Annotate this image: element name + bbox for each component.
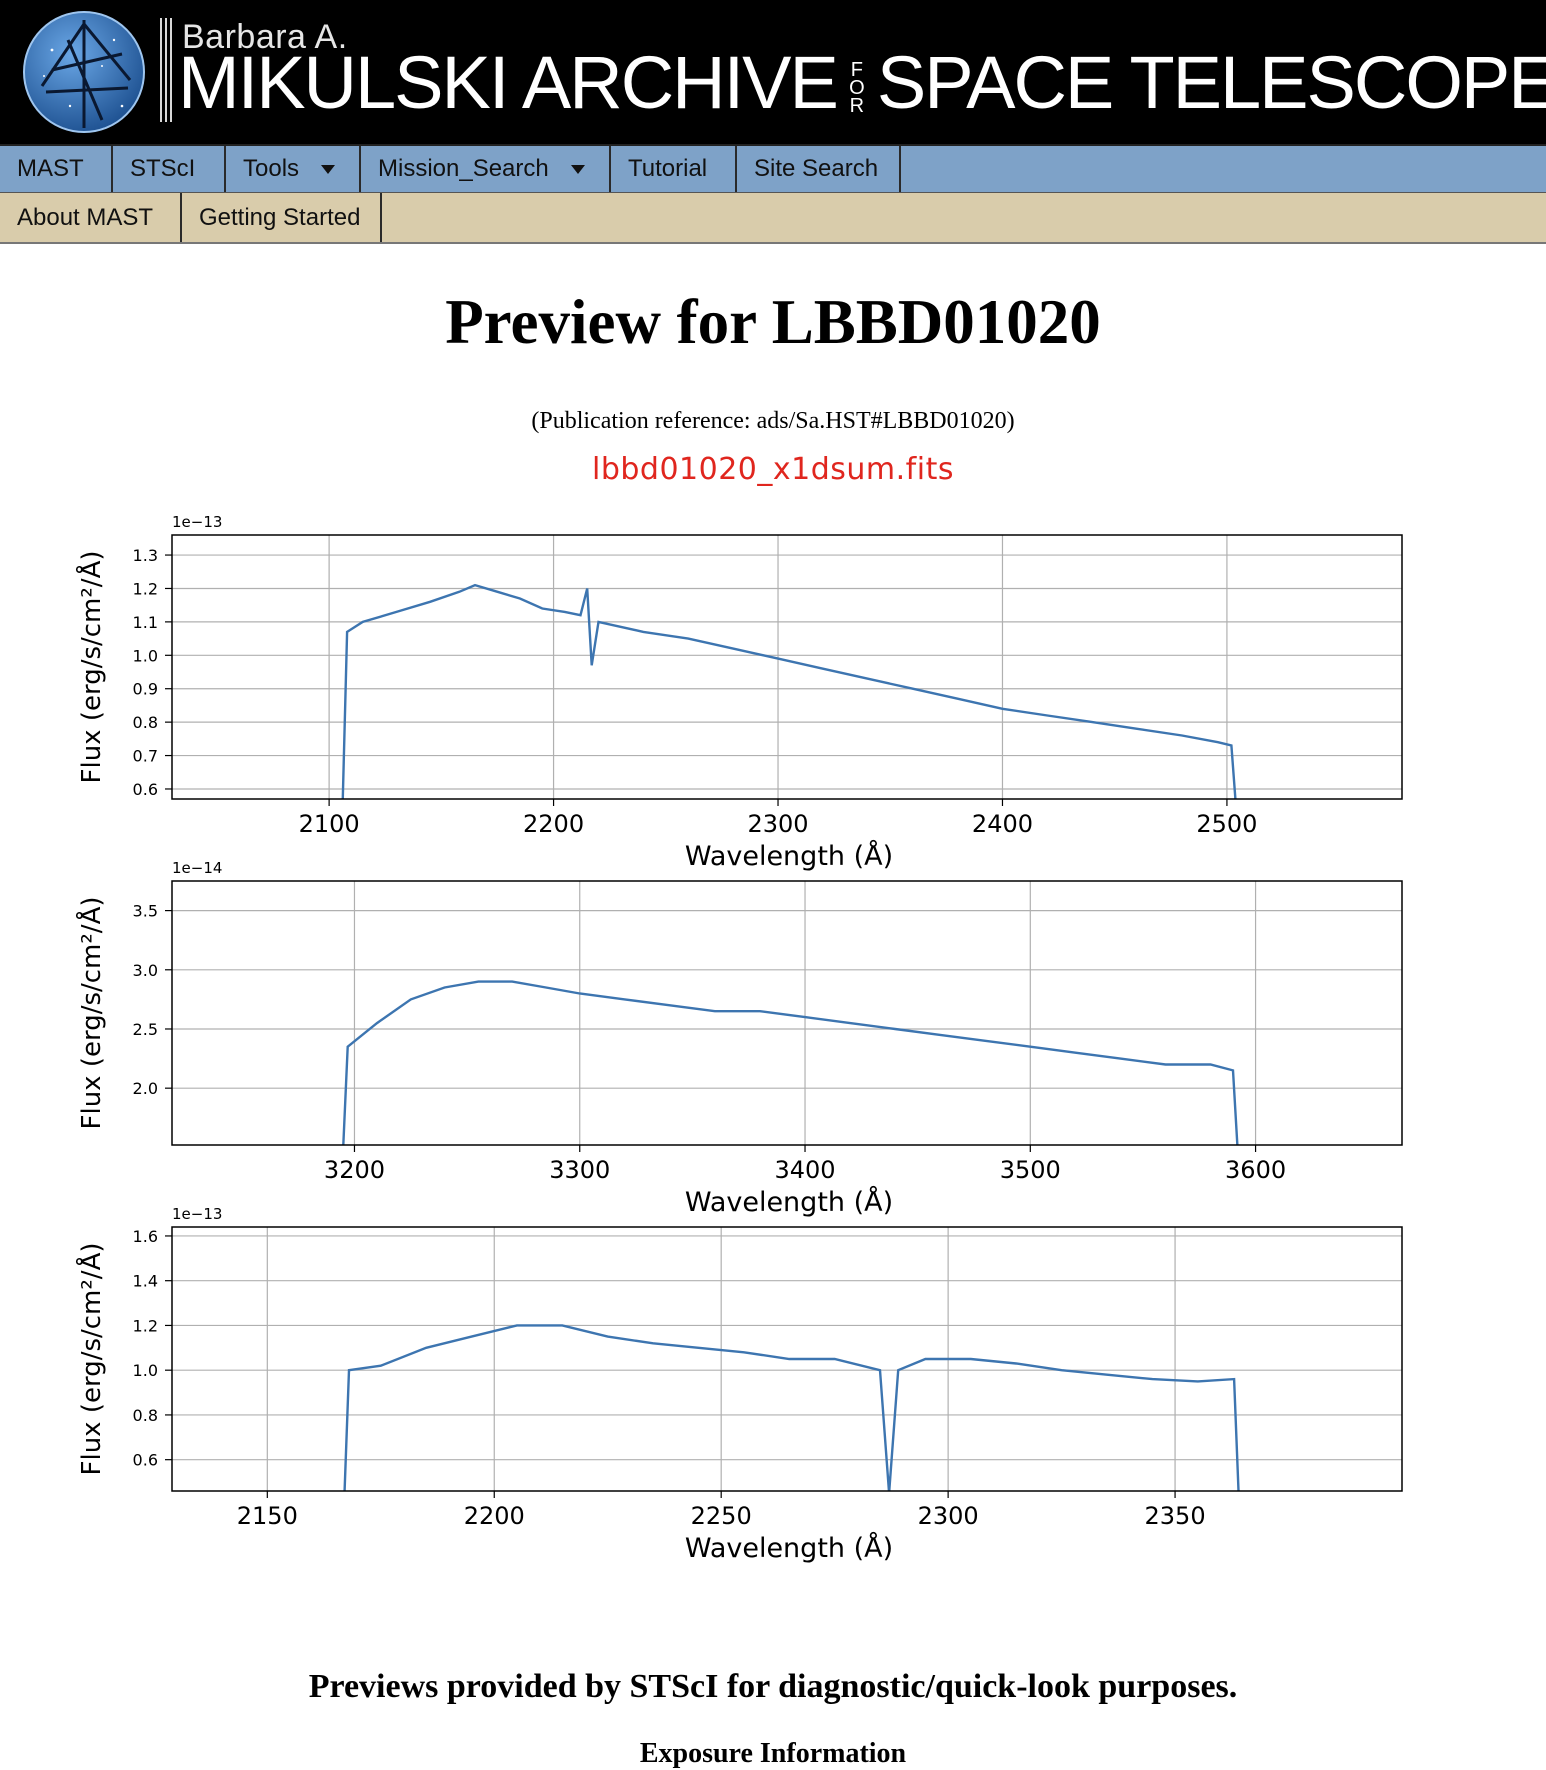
nav-getting-started-label: Getting Started	[199, 203, 361, 231]
x-tick-label: 2150	[237, 1502, 298, 1530]
x-tick-label: 2200	[464, 1502, 525, 1530]
mast-logo-icon[interactable]	[22, 10, 146, 134]
y-axis-label: Flux (erg/s/cm²/Å)	[75, 551, 107, 784]
y-tick-label: 1.0	[133, 1361, 158, 1380]
x-tick-label: 2500	[1196, 810, 1257, 838]
y-tick-label: 2.0	[133, 1079, 158, 1098]
y-tick-label: 1.2	[133, 579, 158, 598]
spectrum-chart-2: 3200 3300 3400 3500 3600 2.0 2.5 3.0 3.5 1e−14 Wav…	[75, 859, 1403, 1218]
nav-site-search[interactable]: Site Search	[737, 146, 901, 192]
exposure-information-heading: Exposure Information	[639, 1738, 907, 1769]
plot-frame	[171, 880, 1403, 1146]
nav-stsci-label: STScI	[130, 155, 196, 182]
x-axis-label: Wavelength (Å)	[685, 1532, 893, 1564]
y-tick-label: 1.2	[133, 1316, 158, 1335]
y-scale-label: 1e−13	[172, 513, 222, 531]
nav-mast[interactable]: MAST	[0, 146, 113, 192]
y-tick-label: 3.0	[133, 961, 158, 980]
y-tick-label: 1.0	[133, 646, 158, 665]
chevron-down-icon	[570, 164, 585, 174]
nav-about-mast-label: About MAST	[17, 203, 154, 231]
y-tick-label: 0.9	[133, 680, 158, 699]
spectrum-chart-3: 2150 2200 2250 2300 2350 0.6 0.8 1.0 1.2 1.4 1.6 1e…	[75, 1205, 1403, 1564]
y-tick-label: 0.8	[133, 713, 158, 732]
preview-filename: lbbd01020_x1dsum.fits	[592, 452, 954, 487]
nav-stsci[interactable]: STScI	[113, 146, 226, 192]
spectrum-line	[341, 583, 1237, 799]
banner-divider	[160, 18, 174, 122]
y-tick-label: 0.8	[133, 1406, 158, 1425]
x-tick-label: 2200	[523, 810, 584, 838]
primary-nav: MAST STScI Tools Mission_Search Tutorial…	[0, 146, 1546, 193]
x-tick-label: 2350	[1145, 1502, 1206, 1530]
x-tick-label: 2300	[918, 1502, 979, 1530]
site-banner: Barbara A. MIKULSKI ARCHIVE FOR SPACE TELE…	[0, 0, 1546, 146]
nav-tutorial[interactable]: Tutorial	[611, 146, 737, 192]
y-tick-label: 0.7	[133, 747, 158, 766]
x-tick-label: 3500	[1000, 1156, 1061, 1184]
nav-mission-search-label: Mission_Search	[378, 155, 549, 182]
plot-frame	[171, 1226, 1403, 1492]
x-tick-label: 2400	[972, 810, 1033, 838]
y-scale-label: 1e−13	[172, 1205, 222, 1223]
spectrum-line	[342, 980, 1239, 1145]
preview-disclaimer: Previews provided by STScI for diagnosti…	[308, 1668, 1238, 1705]
page-title: Preview for LBBD01020	[445, 287, 1101, 357]
y-tick-label: 3.5	[133, 902, 158, 921]
y-tick-label: 1.4	[133, 1272, 158, 1291]
secondary-nav: About MAST Getting Started	[0, 193, 1546, 244]
y-tick-label: 0.6	[133, 780, 158, 799]
x-axis-label: Wavelength (Å)	[685, 840, 893, 872]
x-axis-label: Wavelength (Å)	[685, 1186, 893, 1218]
x-tick-label: 3600	[1225, 1156, 1286, 1184]
chevron-down-icon	[321, 164, 336, 174]
spectrum-chart-1: 2100 2200 2300 2400 2500 0.6 0.7 0.8 0.9 1.0 1.1 1.…	[75, 513, 1403, 872]
nav-tools[interactable]: Tools	[226, 146, 361, 192]
y-tick-label: 1.1	[133, 613, 158, 632]
x-tick-label: 2300	[747, 810, 808, 838]
nav-mission-search[interactable]: Mission_Search	[361, 146, 611, 192]
nav-tutorial-label: Tutorial	[628, 155, 708, 182]
x-tick-label: 3400	[774, 1156, 835, 1184]
nav-tools-label: Tools	[243, 155, 300, 182]
y-axis-label: Flux (erg/s/cm²/Å)	[75, 1243, 107, 1476]
spectrum-line	[343, 1324, 1240, 1491]
brand-main-right: SPACE TELESCOPES	[876, 41, 1546, 124]
y-tick-label: 1.3	[133, 546, 158, 565]
brand-main-left: MIKULSKI ARCHIVE	[178, 41, 839, 124]
x-tick-label: 2250	[691, 1502, 752, 1530]
x-tick-label: 2100	[299, 810, 360, 838]
y-tick-label: 2.5	[133, 1020, 158, 1039]
y-tick-label: 1.6	[133, 1227, 158, 1246]
x-tick-label: 3300	[549, 1156, 610, 1184]
y-axis-label: Flux (erg/s/cm²/Å)	[75, 897, 107, 1130]
nav-site-search-label: Site Search	[754, 155, 879, 182]
publication-reference: (Publication reference: ads/Sa.HST#LBBD0…	[531, 408, 1015, 434]
brand-main-text: MIKULSKI ARCHIVE FOR SPACE TELESCOPES	[178, 46, 1546, 120]
nav-about-mast[interactable]: About MAST	[0, 193, 182, 242]
brand-for: FOR	[849, 59, 865, 118]
y-scale-label: 1e−14	[172, 859, 222, 877]
x-tick-label: 3200	[324, 1156, 385, 1184]
plot-frame	[171, 534, 1403, 800]
y-tick-label: 0.6	[133, 1451, 158, 1470]
nav-mast-label: MAST	[17, 155, 84, 182]
nav-getting-started[interactable]: Getting Started	[182, 193, 382, 242]
brand-small-text: Barbara A.	[182, 18, 348, 56]
